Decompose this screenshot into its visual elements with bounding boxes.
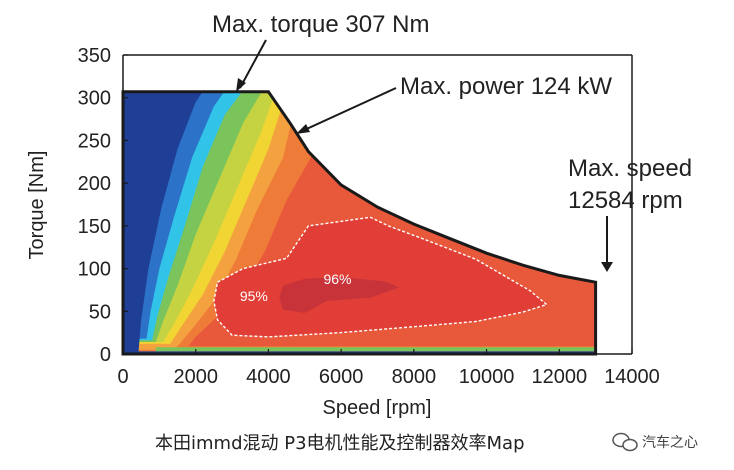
y-tick-label: 50 (89, 301, 111, 323)
contour-label-95: 95% (240, 288, 268, 304)
figure-caption: 本田immd混动 P3电机性能及控制器效率Map (155, 433, 525, 454)
x-tick-label: 4000 (246, 366, 291, 388)
annotation-max-speed: Max. speed (568, 155, 692, 182)
y-axis-ticks: 0 50 100 150 200 250 300 350 (78, 45, 128, 366)
annotation-max-power-arrowhead (296, 124, 310, 134)
annotation-max-power: Max. power 124 kW (400, 73, 612, 100)
axes (122, 54, 633, 355)
efficiency-field (123, 91, 596, 354)
annotations: Max. torque 307 Nm Max. power 124 kW Max… (212, 11, 692, 272)
x-tick-label: 2000 (173, 366, 218, 388)
contour-95 (213, 216, 549, 338)
watermark: 汽车之心 (612, 432, 698, 452)
watermark-text: 汽车之心 (642, 434, 698, 451)
x-tick-label: 0 (117, 366, 128, 388)
y-tick-label: 300 (78, 88, 111, 110)
efficiency-contours: 95% 96% (213, 216, 549, 338)
y-tick-label: 250 (78, 130, 111, 152)
annotation-max-speed-value: 12584 rpm (568, 187, 683, 214)
x-axis-ticks: 0 2000 4000 6000 8000 10000 12000 14000 (117, 349, 660, 388)
x-tick-label: 6000 (319, 366, 364, 388)
band-dark-blue (123, 91, 211, 354)
x-tick-label: 10000 (459, 366, 515, 388)
wechat-icon (612, 432, 638, 452)
y-tick-label: 0 (100, 344, 111, 366)
band-bottom-green (155, 347, 596, 352)
annotation-max-speed-arrowhead (601, 262, 613, 272)
x-axis-label: Speed [rpm] (323, 397, 432, 419)
annotation-max-torque-arrow (239, 39, 267, 89)
y-axis-label: Torque [Nm] (26, 151, 48, 260)
torque-speed-envelope (121, 90, 598, 356)
y-tick-label: 150 (78, 216, 111, 238)
contour-label-96: 96% (323, 271, 351, 287)
annotation-max-power-arrow (299, 87, 397, 133)
band-dark-red-zone (279, 277, 400, 313)
y-tick-label: 200 (78, 173, 111, 195)
y-tick-label: 350 (78, 45, 111, 67)
y-tick-label: 100 (78, 259, 111, 281)
x-tick-label: 14000 (604, 366, 660, 388)
annotation-max-torque-arrowhead (236, 78, 246, 92)
annotation-max-torque: Max. torque 307 Nm (212, 11, 429, 38)
x-tick-label: 12000 (531, 366, 587, 388)
x-tick-label: 8000 (392, 366, 437, 388)
